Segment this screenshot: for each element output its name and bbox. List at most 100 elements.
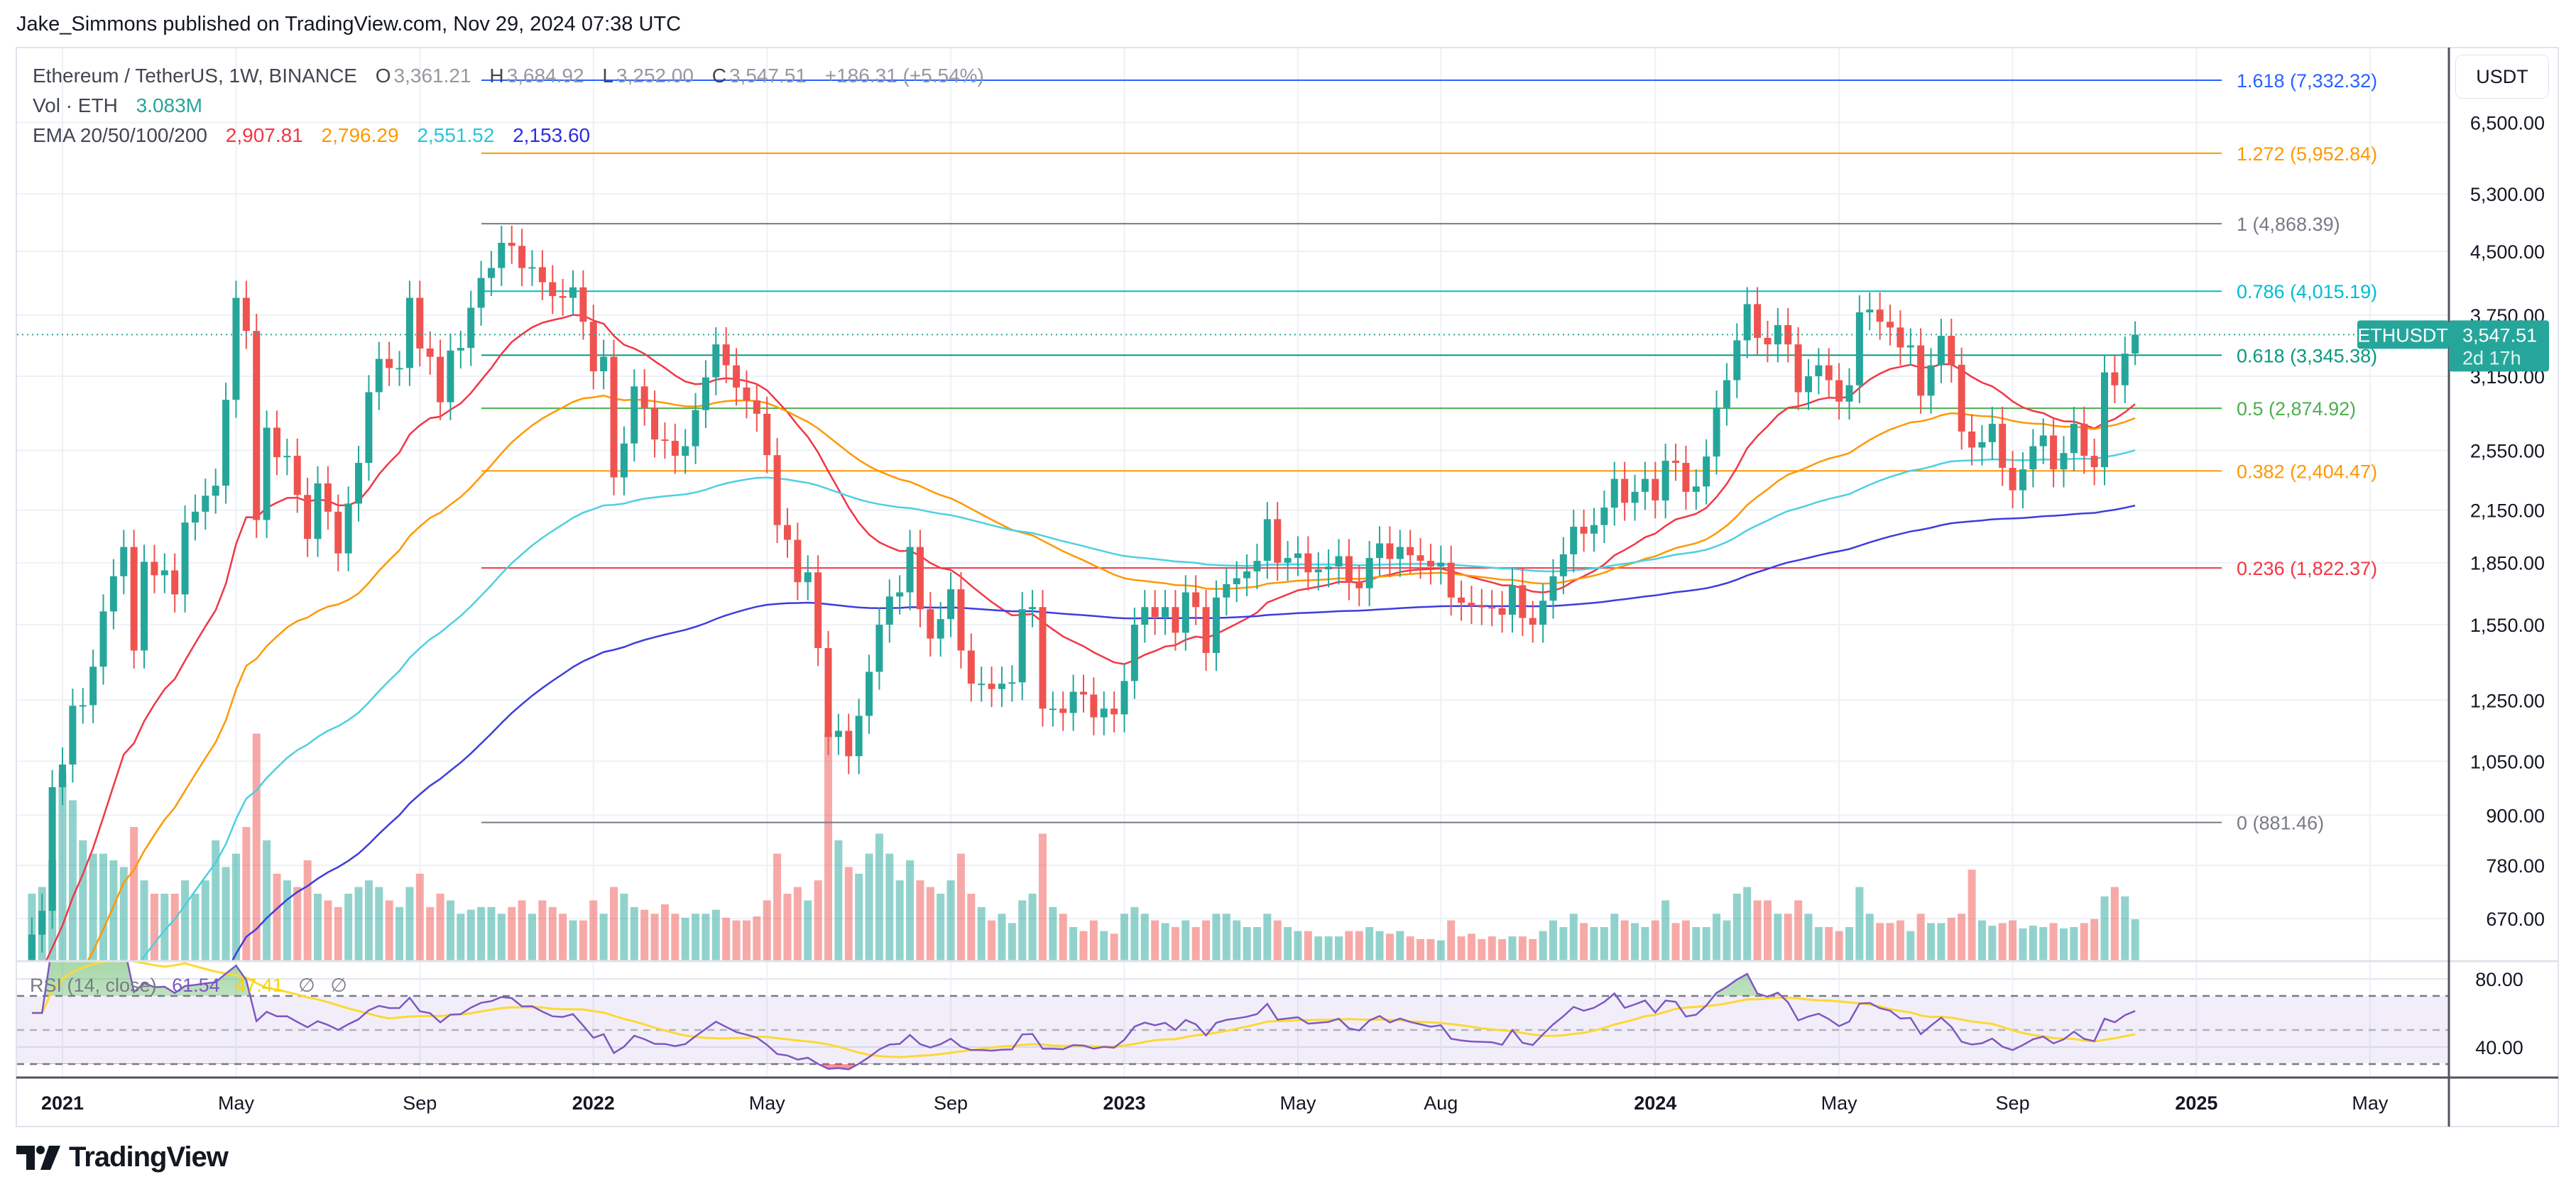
price-tick-label: 1,550.00 (2470, 615, 2545, 636)
fib-level-label: 0.236 (1,822.37) (2237, 558, 2377, 579)
candle-body (1407, 547, 1414, 556)
candle (998, 667, 1005, 708)
volume-bar (1100, 931, 1108, 960)
time-tick-label: Aug (1424, 1092, 1458, 1114)
candle (222, 383, 230, 504)
price-tick-label: 1,050.00 (2470, 751, 2545, 772)
symbol-name[interactable]: Ethereum / TetherUS, 1W, BINANCE (33, 65, 357, 87)
volume-bar (364, 880, 373, 960)
candle-body (2039, 435, 2047, 446)
candle (1478, 588, 1485, 625)
candle-body (1417, 555, 1424, 561)
candle-body (733, 365, 741, 388)
candle (1692, 469, 1700, 510)
volume-bar (711, 909, 720, 960)
candle-body (1631, 491, 1639, 503)
price-tick-label: 780.00 (2486, 855, 2545, 877)
candle (733, 348, 741, 406)
candle-body (722, 344, 730, 366)
volume-bar (1345, 931, 1353, 960)
candle (1018, 592, 1026, 701)
candle (426, 331, 434, 375)
legend-row-volume[interactable]: Vol · ETH 3.083M (33, 91, 987, 121)
ema200-value: 2,153.60 (513, 124, 591, 146)
candle (202, 478, 209, 530)
candle (1090, 677, 1098, 735)
volume-bar (1590, 927, 1598, 960)
candle-body (1529, 618, 1537, 625)
legend-row-ema[interactable]: EMA 20/50/100/200 2,907.81 2,796.29 2,55… (33, 121, 987, 150)
candle-body (866, 672, 873, 716)
candle (1539, 583, 1547, 643)
candle (283, 439, 291, 476)
volume-bar (1825, 927, 1833, 960)
price-tick-label: 670.00 (2486, 909, 2545, 930)
candle-body (487, 268, 495, 278)
volume-bar (1610, 914, 1619, 960)
candle (69, 689, 77, 783)
candle-body (181, 522, 189, 595)
candle (405, 280, 413, 386)
candle (1263, 502, 1271, 579)
candle-body (1948, 336, 1955, 365)
legend-row-symbol[interactable]: Ethereum / TetherUS, 1W, BINANCE O 3,361.… (33, 61, 987, 91)
candle (1621, 461, 1629, 521)
volume-bar (1753, 900, 1762, 960)
candle (620, 426, 628, 495)
volume-bar (824, 733, 832, 960)
candle-body (1723, 380, 1730, 408)
candle-body (1754, 304, 1762, 338)
candle-body (160, 570, 168, 576)
rsi-legend[interactable]: RSI (14, close) 61.54 47.41 ∅ ∅ (30, 975, 347, 997)
candle (151, 544, 158, 593)
candle (661, 422, 669, 459)
rsi-tick-label: 40.00 (2475, 1037, 2523, 1058)
volume-bar (844, 867, 853, 960)
candle-body (1100, 708, 1108, 718)
candle (1355, 565, 1363, 607)
candle (2039, 418, 2047, 464)
candle (2009, 451, 2016, 508)
candle-body (1927, 365, 1935, 396)
candle (947, 572, 955, 637)
time-tick-label: Sep (403, 1092, 437, 1114)
candle-body (232, 297, 240, 400)
candle-body (109, 576, 117, 612)
candle-body (1590, 525, 1598, 534)
candle (1335, 539, 1343, 585)
candle-body (528, 267, 536, 269)
volume-bar (1089, 920, 1098, 960)
candle (1488, 590, 1496, 627)
volume-bar (1457, 936, 1466, 960)
candle (467, 290, 475, 366)
candle-body (1325, 566, 1333, 570)
volume-bar (1804, 914, 1813, 960)
candle (1437, 545, 1445, 585)
candle (896, 575, 904, 615)
currency-button[interactable]: USDT (2455, 55, 2549, 99)
candle-body (998, 684, 1005, 689)
volume-bar (2110, 887, 2119, 960)
candle (1274, 502, 1282, 581)
tradingview-logo[interactable]: TradingView (16, 1141, 229, 1173)
candle-body (1478, 606, 1485, 608)
candle (2132, 321, 2139, 366)
price-axis[interactable]: 6,500.005,300.004,500.003,750.003,150.00… (2470, 112, 2545, 1058)
candle (212, 469, 219, 514)
volume-bar (385, 900, 393, 960)
time-tick-label: May (749, 1092, 786, 1114)
time-axis[interactable]: 2021 May Sep 2022 May Sep 2023 May Aug 2024 May Sep… (41, 1092, 2389, 1114)
volume-bar (2121, 896, 2129, 960)
volume-bar (599, 914, 608, 960)
time-tick-label: 2024 (1634, 1092, 1676, 1114)
candle (1365, 541, 1373, 607)
fibonacci-retracement[interactable]: 1.618 (7,332.32) 1.272 (5,952.84) 1 (4,868… (481, 70, 2377, 834)
volume-bar (2049, 923, 2058, 960)
candle-body (1682, 463, 1690, 492)
volume-bar (1835, 931, 1843, 960)
candle (1029, 590, 1037, 628)
candle (1345, 539, 1353, 601)
volume-bar (1284, 927, 1292, 960)
candle (988, 667, 995, 708)
